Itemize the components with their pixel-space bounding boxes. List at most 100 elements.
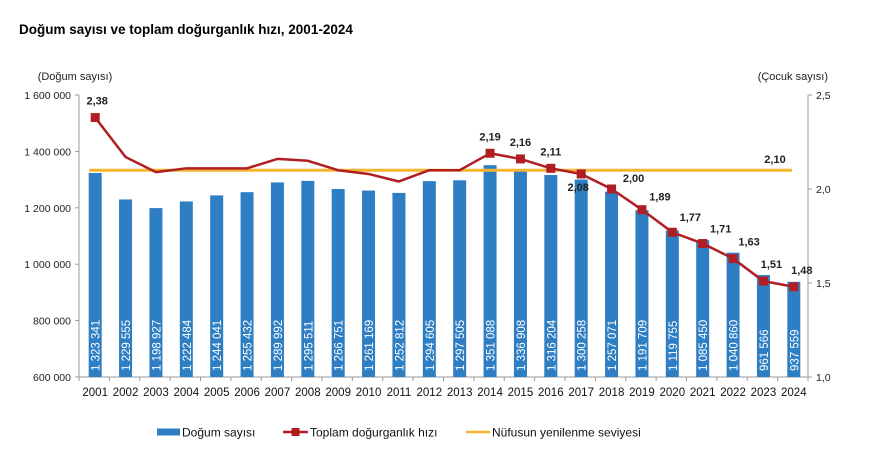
tfr-line [94,116,795,288]
bar-value-label: 1 266 751 [334,320,346,371]
bar-2020 [665,230,679,377]
left-axis-tick-label: 1 000 000 [24,259,71,271]
bar-2017 [574,179,588,377]
tfr-marker-2023 [758,276,768,286]
tfr-value-label: 2,08 [567,182,588,194]
replacement-level-label: 2,10 [764,154,785,166]
legend-label-tfr: Toplam doğurganlık hızı [310,426,437,440]
x-axis-year-label: 2012 [417,387,443,399]
left-axis-tick-label: 1 600 000 [24,90,71,102]
bar-value-label: 1 295 511 [303,321,315,371]
bar-value-label: 1 198 927 [151,320,163,371]
bar-value-label: 1 252 812 [394,320,406,371]
right-axis-tick-label: 2,5 [816,90,831,102]
bar-2008 [301,180,315,377]
x-axis-labels: 2001 2002 2003 2004 2005 2006 2007 2008 2009 2010… [82,387,807,399]
bar-2006 [240,192,254,377]
tfr-value-label: 1,48 [791,265,812,277]
bar-value-label: 1 289 992 [273,320,285,371]
bar-value-label: 1 191 709 [637,320,649,371]
bars-group [88,165,801,377]
bar-2004 [179,201,193,377]
tfr-value-label: 1,71 [710,224,731,236]
tfr-marker-2020 [667,227,677,237]
bar-2024 [787,281,801,377]
bar-value-label: 937 559 [789,329,801,371]
bar-value-label: 1 244 041 [212,320,224,371]
bar-2016 [544,175,558,377]
x-axis-year-label: 2024 [781,387,807,399]
bar-value-label: 1 294 605 [425,320,437,371]
left-axis-tick-label: 1 200 000 [24,203,71,215]
legend-label-births: Doğum sayısı [182,426,255,440]
tfr-value-label: 1,89 [649,192,670,204]
tfr-value-label: 2,16 [510,137,531,149]
x-axis-year-label: 2003 [143,387,169,399]
bar-2005 [210,195,224,377]
x-axis-year-label: 2011 [387,387,412,399]
left-axis-title: (Doğum sayısı) [38,71,113,83]
tfr-value-label: 2,38 [86,96,107,108]
bar-2014 [483,165,497,377]
left-axis-tick-label: 1 400 000 [24,146,71,158]
bar-2022 [726,252,740,377]
x-axis-year-label: 2023 [751,387,777,399]
bar-2013 [453,180,467,377]
tfr-value-label: 2,00 [623,173,644,185]
x-axis-year-label: 2006 [234,387,260,399]
tfr-marker-2018 [607,184,617,194]
bar-value-label: 1 040 860 [729,320,741,371]
tfr-marker-2001 [90,113,100,123]
legend-swatch-births [157,428,180,436]
tfr-marker-2024 [789,282,799,292]
bar-value-label: 1 336 908 [516,320,528,371]
axes: 600 000 800 000 1 000 000 1 200 000 1 400 00… [24,71,830,384]
legend-label-replacement: Nüfusun yenilenme seviyesi [492,426,641,440]
bar-2019 [635,210,649,377]
x-axis-year-label: 2009 [325,387,351,399]
left-axis-tick-label: 600 000 [33,372,71,384]
tfr-marker-2017 [576,169,586,179]
tfr-value-label: 1,77 [680,212,701,224]
x-axis-year-label: 2018 [599,387,625,399]
x-axis-year-label: 2007 [265,387,291,399]
right-axis-tick-label: 2,0 [816,184,831,196]
x-axis-year-label: 2022 [720,387,746,399]
x-axis-year-label: 2017 [568,387,594,399]
tfr-marker-2019 [637,205,647,215]
bar-value-label: 1 222 484 [182,319,194,371]
tfr-value-label: 1,63 [738,237,759,249]
bar-value-label: 1 257 071 [607,320,619,371]
x-axis-year-label: 2008 [295,387,321,399]
bar-value-label: 1 255 432 [243,320,255,371]
bar-2002 [119,199,133,377]
x-axis-year-label: 2020 [660,387,686,399]
bar-2021 [696,240,710,377]
bar-value-label: 1 297 505 [455,320,467,371]
x-axis-year-label: 2002 [113,387,139,399]
legend: Doğum sayısı Toplam doğurganlık hızı Nüfus… [157,426,641,440]
tfr-value-label: 1,51 [761,259,782,271]
lines-group [89,113,799,292]
x-axis-year-label: 2019 [629,387,655,399]
bar-labels-group: 1 323 341 1 229 555 1 198 927 1 222 484 1 24… [91,319,802,371]
bar-value-label: 1 351 088 [486,320,498,371]
x-axis-year-label: 2015 [508,387,534,399]
bar-value-label: 961 566 [759,329,771,371]
bar-2012 [422,181,436,377]
bar-2003 [149,208,163,377]
tfr-marker-2016 [546,163,556,173]
bar-2018 [605,191,619,377]
bar-2007 [270,182,284,377]
tfr-marker-2022 [728,254,738,264]
legend-swatch-tfr-marker [291,428,300,436]
bar-value-label: 1 085 450 [698,320,710,371]
bar-2015 [513,169,527,377]
tfr-marker-2014 [485,148,495,158]
right-axis-title: (Çocuk sayısı) [758,71,828,83]
x-axis-year-label: 2005 [204,387,230,399]
tfr-value-label: 2,11 [540,146,561,158]
x-axis-year-label: 2010 [356,387,382,399]
tfr-labels-group: 2,38 2,19 2,16 2,11 2,08 2,00 1,89 1,77 1,71 1,63… [86,96,812,277]
bar-value-label: 1 316 204 [546,319,558,371]
